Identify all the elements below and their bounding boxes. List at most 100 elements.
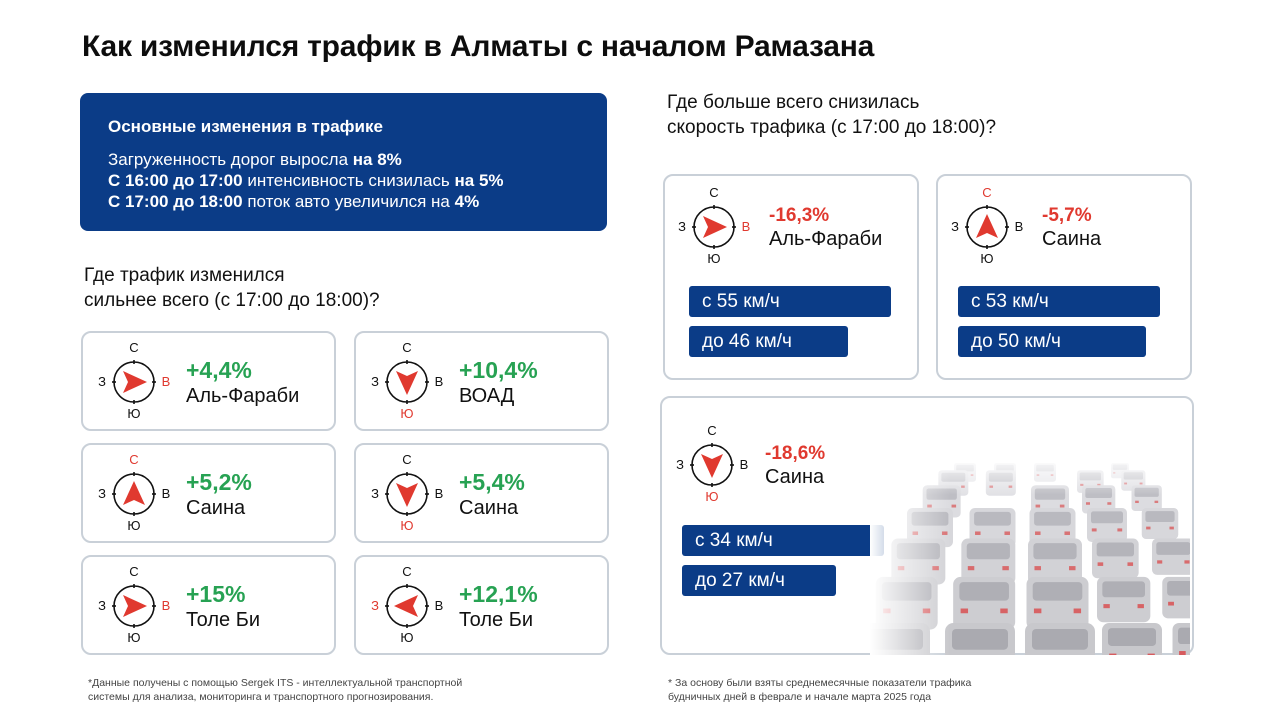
- change-percent: +4,4%: [186, 357, 252, 383]
- compass-label-n: С: [982, 185, 992, 200]
- compass-label-s: Ю: [127, 406, 141, 421]
- compass-label-n: С: [709, 185, 719, 200]
- compass-label-s: Ю: [707, 251, 721, 266]
- summary-line-time: С 16:00 до 17:00: [108, 171, 243, 190]
- footnote-data-source: *Данные получены с помощью Sergek ITS - …: [88, 676, 462, 704]
- compass-label-w: З: [676, 457, 684, 472]
- footnote-line: будничных дней в феврале и начале марта …: [668, 691, 932, 703]
- change-percent: -16,3%: [769, 205, 830, 226]
- compass-icon: С Ю З В: [672, 185, 756, 269]
- compass-label-e: В: [434, 598, 444, 613]
- compass-label-w: З: [98, 598, 106, 613]
- summary-line-value: на 5%: [454, 171, 504, 190]
- summary-line-intensity: С 16:00 до 17:00 интенсивность снизилась…: [108, 170, 579, 191]
- compass-label-n: С: [402, 340, 412, 355]
- summary-line-flow: С 17:00 до 18:00 поток авто увеличился н…: [108, 191, 579, 212]
- compass-label-n: С: [402, 452, 412, 467]
- footnote-line: системы для анализа, мониторинга и транс…: [88, 691, 434, 703]
- compass-label-w: З: [371, 598, 379, 613]
- compass-label-w: З: [678, 219, 686, 234]
- direction-arrow-icon: [385, 360, 429, 404]
- page-title: Как изменился трафик в Алматы с началом …: [82, 30, 875, 63]
- decrease-section-title: Где больше всего снизилась скорость траф…: [667, 90, 996, 140]
- compass-label-e: В: [161, 374, 171, 389]
- direction-arrow-icon: [112, 360, 156, 404]
- direction-arrow-icon: [690, 443, 734, 487]
- compass-label-e: В: [434, 486, 444, 501]
- compass-label-e: В: [161, 486, 171, 501]
- compass-icon: С Ю З В: [92, 452, 176, 536]
- compass-label-s: Ю: [400, 518, 414, 533]
- compass-icon: С Ю З В: [365, 452, 449, 536]
- compass-icon: С Ю З В: [92, 564, 176, 648]
- street-name: Саина: [459, 497, 519, 519]
- section-title-line: сильнее всего (с 17:00 до 18:00)?: [84, 290, 380, 311]
- compass-label-w: З: [951, 219, 959, 234]
- direction-arrow-icon: [965, 205, 1009, 249]
- summary-line-value: 4%: [454, 192, 480, 211]
- compass-label-s: Ю: [400, 630, 414, 645]
- increase-card: С Ю З В +12,1% Толе Би: [354, 555, 609, 655]
- summary-line-value: на 8%: [352, 150, 402, 169]
- speed-before: с 55 км/ч: [689, 286, 891, 317]
- increase-card: С Ю З В +5,2% Саина: [81, 443, 336, 543]
- street-name: Толе Би: [186, 609, 260, 631]
- compass-label-n: С: [129, 564, 139, 579]
- compass-label-e: В: [739, 457, 749, 472]
- summary-heading: Основные изменения в трафике: [108, 117, 383, 136]
- compass-label-s: Ю: [980, 251, 994, 266]
- speed-before: с 34 км/ч: [682, 525, 884, 556]
- compass-label-e: В: [161, 598, 171, 613]
- compass-label-s: Ю: [400, 406, 414, 421]
- compass-label-e: В: [1014, 219, 1024, 234]
- summary-line-text: Загруженность дорог выросла: [108, 150, 353, 169]
- section-title-line: Где больше всего снизилась: [667, 92, 920, 113]
- compass-label-w: З: [98, 486, 106, 501]
- direction-arrow-icon: [385, 584, 429, 628]
- speed-after: до 50 км/ч: [958, 326, 1146, 357]
- increase-card: С Ю З В +10,4% ВОАД: [354, 331, 609, 431]
- change-percent: +5,2%: [186, 469, 252, 495]
- footnote-line: * За основу были взяты среднемесячные по…: [668, 677, 972, 689]
- change-percent: -18,6%: [765, 443, 826, 464]
- compass-icon: С Ю З В: [92, 340, 176, 424]
- compass-label-e: В: [741, 219, 751, 234]
- speed-drop-card: С Ю З В -16,3% Аль-Фараби с 55 км/ч до 46 к…: [663, 174, 919, 380]
- compass-label-w: З: [98, 374, 106, 389]
- street-name: ВОАД: [459, 385, 515, 407]
- increase-card: С Ю З В +5,4% Саина: [354, 443, 609, 543]
- direction-arrow-icon: [692, 205, 736, 249]
- compass-label-n: С: [129, 452, 139, 467]
- street-name: Толе Би: [459, 609, 533, 631]
- compass-label-n: С: [402, 564, 412, 579]
- direction-arrow-icon: [112, 584, 156, 628]
- compass-icon: С Ю З В: [365, 564, 449, 648]
- compass-label-s: Ю: [127, 630, 141, 645]
- street-name: Саина: [186, 497, 246, 519]
- speed-after: до 27 км/ч: [682, 565, 836, 596]
- summary-line-text: поток авто увеличился на: [242, 192, 455, 211]
- section-title-line: скорость трафика (с 17:00 до 18:00)?: [667, 117, 997, 138]
- change-percent: +12,1%: [459, 581, 538, 607]
- change-percent: -5,7%: [1042, 205, 1092, 226]
- compass-icon: С Ю З В: [945, 185, 1029, 269]
- street-name: Аль-Фараби: [186, 385, 300, 407]
- compass-label-w: З: [371, 374, 379, 389]
- direction-arrow-icon: [385, 472, 429, 516]
- compass-icon: С Ю З В: [670, 423, 754, 507]
- compass-label-n: С: [129, 340, 139, 355]
- traffic-jam-illustration: [870, 455, 1190, 655]
- change-percent: +15%: [186, 581, 246, 607]
- summary-line-load: Загруженность дорог выросла на 8%: [108, 149, 579, 170]
- summary-box: Основные изменения в трафике Загруженнос…: [80, 93, 607, 231]
- street-name: Аль-Фараби: [769, 228, 883, 250]
- section-title-line: Где трафик изменился: [84, 265, 285, 286]
- street-name: Саина: [1042, 228, 1102, 250]
- street-name: Саина: [765, 466, 825, 488]
- compass-label-n: С: [707, 423, 717, 438]
- footnote-line: *Данные получены с помощью Sergek ITS - …: [88, 677, 463, 689]
- compass-label-w: З: [371, 486, 379, 501]
- compass-icon: С Ю З В: [365, 340, 449, 424]
- speed-after: до 46 км/ч: [689, 326, 848, 357]
- increase-section-title: Где трафик изменился сильнее всего (с 17…: [84, 263, 380, 313]
